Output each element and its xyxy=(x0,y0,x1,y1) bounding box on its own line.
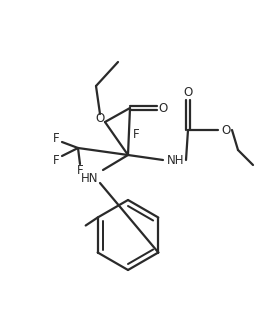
Text: O: O xyxy=(95,111,105,124)
Text: O: O xyxy=(221,123,231,136)
Text: O: O xyxy=(183,86,193,98)
Text: F: F xyxy=(53,132,59,145)
Text: O: O xyxy=(158,101,168,114)
Text: F: F xyxy=(133,129,139,142)
Text: F: F xyxy=(77,164,83,177)
Text: F: F xyxy=(53,154,59,167)
Text: HN: HN xyxy=(81,172,99,186)
Text: NH: NH xyxy=(167,154,185,167)
